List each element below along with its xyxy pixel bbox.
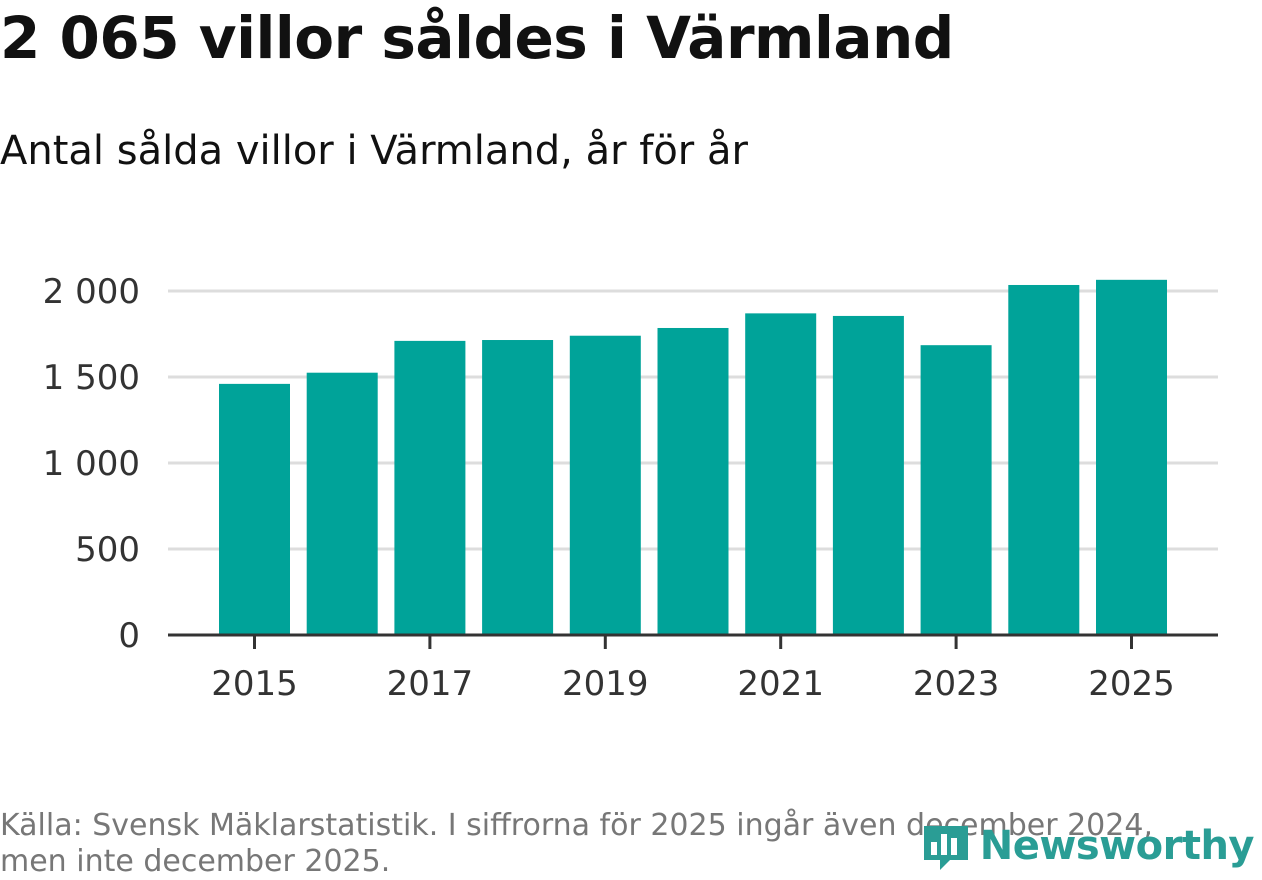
y-tick-label: 0: [118, 616, 140, 656]
y-tick-label: 1 500: [43, 358, 140, 398]
bar-2022: [832, 315, 904, 635]
bar-2024: [1008, 284, 1080, 635]
x-tick-label: 2023: [913, 664, 1000, 704]
newsworthy-logo-icon: [923, 826, 968, 870]
bar-2015: [219, 383, 290, 635]
bar-2019: [569, 335, 641, 635]
logo-text: Newsworthy: [979, 823, 1255, 869]
bar-2025: [1096, 279, 1167, 635]
bar-2020: [657, 327, 729, 635]
axes: 0 500 1 000 1 500 2 000 2015 2017 2019 2021 2023 2…: [43, 272, 1218, 704]
bar-2018: [482, 340, 554, 635]
bars: [219, 279, 1167, 635]
newsworthy-logo: Newsworthy: [920, 820, 1255, 872]
bar-2021: [745, 313, 817, 635]
x-tick-label: 2021: [737, 664, 824, 704]
bar-2017: [394, 340, 466, 635]
x-tick-label: 2015: [211, 664, 298, 704]
bar-2016: [306, 372, 378, 635]
bar-2023: [920, 345, 992, 635]
x-tick-label: 2025: [1088, 664, 1175, 704]
x-tick-label: 2019: [562, 664, 649, 704]
y-tick-label: 2 000: [43, 272, 140, 312]
y-tick-label: 1 000: [43, 444, 140, 484]
chart-subtitle: Antal sålda villor i Värmland, år för år: [0, 128, 748, 174]
chart-title: 2 065 villor såldes i Värmland: [0, 4, 954, 72]
x-tick-label: 2017: [387, 664, 474, 704]
y-tick-label: 500: [75, 530, 140, 570]
